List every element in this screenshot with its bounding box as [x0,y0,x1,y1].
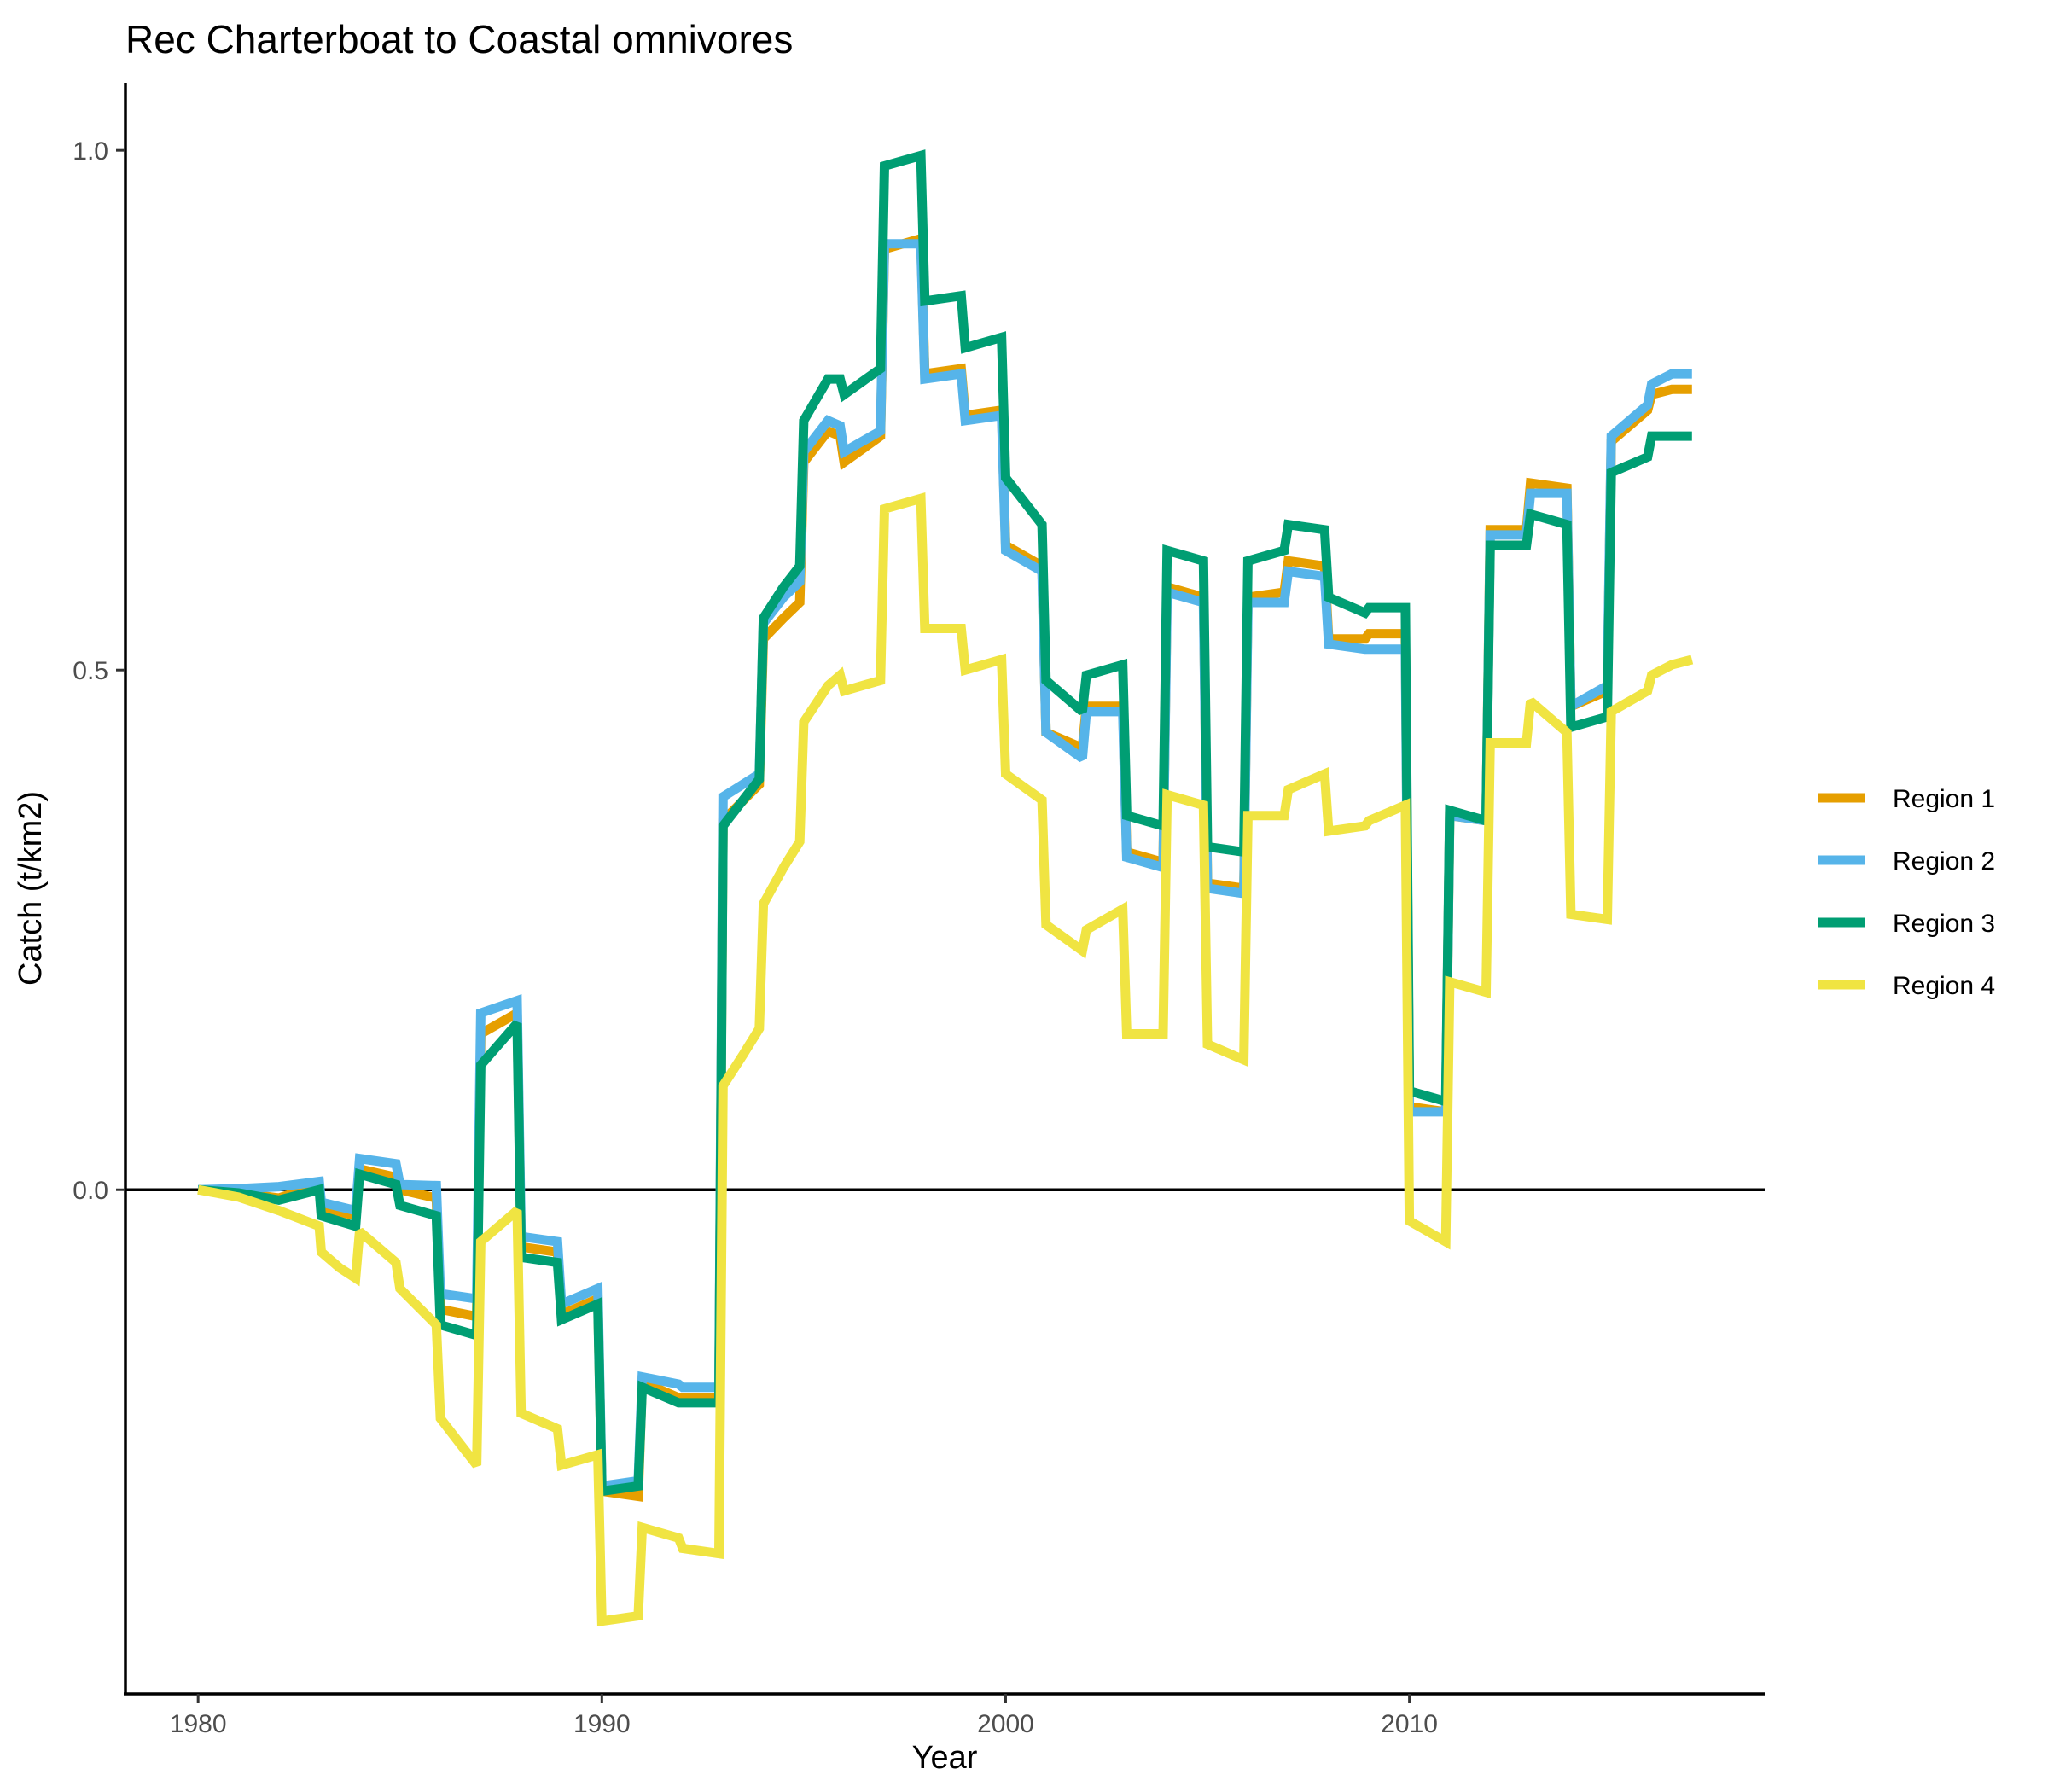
legend-label-region-4: Region 4 [1893,972,1995,1000]
legend-label-region-3: Region 3 [1893,910,1995,938]
legend-label-region-2: Region 2 [1893,847,1995,876]
legend: Region 1 Region 2 Region 3 Region 4 [1818,785,1995,1000]
y-tick-label: 0.0 [73,1177,108,1205]
x-axis-ticks: 1980 1990 2000 2010 [170,1694,1438,1738]
x-tick-label: 1980 [170,1710,227,1738]
x-tick-label: 2010 [1381,1710,1438,1738]
y-axis-title: Catch (t/km2) [13,791,49,986]
y-tick-label: 1.0 [73,137,108,166]
plot-area [125,149,1765,1627]
y-tick-label: 0.5 [73,657,108,685]
chart-title: Rec Charterboat to Coastal omnivores [125,17,793,61]
x-tick-label: 1990 [573,1710,631,1738]
series-line-region-2 [198,239,1692,1492]
legend-label-region-1: Region 1 [1893,785,1995,813]
y-axis-ticks: 0.0 0.5 1.0 [73,137,125,1205]
x-axis-title: Year [912,1740,978,1776]
x-tick-label: 2000 [977,1710,1034,1738]
series-line-region-3 [197,149,1692,1497]
series-line-region-4 [197,492,1694,1627]
